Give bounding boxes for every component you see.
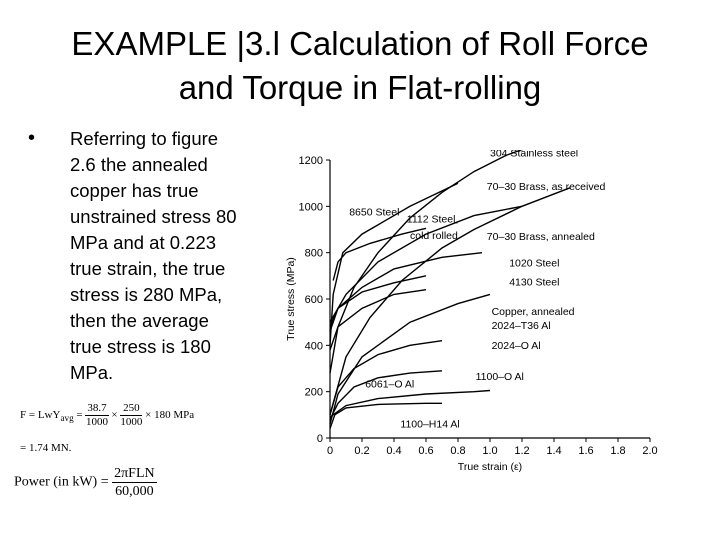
series-70-30-brass-as-received-line: [329, 205, 523, 323]
bullet-line: stress is 280 MPa,: [70, 284, 223, 305]
series-copper-annealed-line: [329, 293, 491, 425]
stress-strain-chart: 0 200 400 600 800 1000 1200 0 0.2 0.4 0.6 0.8 1.0 1.…: [285, 150, 658, 473]
fraction-2-numerator: 250: [120, 402, 143, 416]
slide-title-line-1: EXAMPLE |3.l Calculation of Roll Force: [71, 25, 649, 62]
power-fraction: 2πFLN 60,000: [112, 465, 157, 500]
fraction-2-denominator: 1000: [120, 416, 143, 428]
fraction-1-denominator: 1000: [86, 416, 109, 428]
x-axis-ticks: 0 0.2 0.4 0.6 0.8 1.0 1.2 1.4 1.6 1.8 2.0: [327, 438, 658, 457]
bullet-line: 2.6 the annealed: [70, 154, 208, 175]
x-tick-label: 1.4: [546, 445, 561, 457]
curve-label: 1112 Steel,: [407, 214, 459, 226]
force-tail: × 180 MPa: [142, 409, 195, 422]
y-axis-label: True stress (MPa): [285, 257, 297, 341]
y-tick-label: 600: [305, 294, 323, 306]
curve-label: 1100–H14 Al: [400, 419, 459, 431]
bullet-line: MPa.: [70, 362, 114, 383]
y-axis-ticks: 0 200 400 600 800 1000 1200: [299, 155, 330, 445]
series-1100-h14-al-line: [329, 402, 442, 429]
roll-force-formula: F = LwYavg = 38.7 1000 × 250 1000 × 180 MP…: [20, 402, 194, 429]
x-tick-label: 1.0: [482, 445, 497, 457]
x-axis-label: True strain (ε): [458, 461, 522, 473]
bullet-line: Referring to figure: [70, 128, 219, 149]
x-tick-label: 0.2: [354, 445, 369, 457]
chart-series: [329, 150, 571, 429]
slide-title: EXAMPLE |3.l Calculation of Roll Force a…: [20, 22, 700, 110]
series-70-30-brass-annealed-line: [329, 187, 571, 415]
series-8650-steel-line: [329, 182, 459, 346]
curve-label: 8650 Steel: [349, 207, 399, 219]
curve-label: 1100–O Al: [476, 371, 524, 383]
curve-label: cold rolled: [410, 230, 458, 242]
x-tick-label: 0.8: [450, 445, 465, 457]
bullet-line: MPa and at 0.223: [70, 232, 217, 253]
roll-force-result: = 1.74 MN.: [20, 442, 72, 454]
chart-axes: [329, 160, 650, 439]
y-tick-label: 1000: [299, 201, 323, 213]
curve-label: 6061–O Al: [365, 378, 414, 390]
bullet-line: unstrained stress 80: [70, 206, 237, 227]
x-tick-label: 0.4: [386, 445, 401, 457]
x-tick-label: 0.6: [418, 445, 433, 457]
bullet-line: true stress is 180: [70, 336, 211, 357]
curve-label: 70–30 Brass, as received: [487, 181, 606, 193]
x-tick-label: 1.8: [610, 445, 625, 457]
bullet-line: true strain, the true: [70, 258, 226, 279]
bullet-text: Referring to figure 2.6 the annealed cop…: [70, 126, 270, 386]
series-6061-o-al-line: [329, 370, 443, 420]
y-tick-label: 800: [305, 248, 323, 260]
force-equals: =: [73, 409, 86, 422]
y-tick-label: 0: [317, 433, 323, 445]
curve-label: 2024–O Al: [492, 340, 541, 352]
power-formula: Power (in kW) = 2πFLN 60,000: [14, 465, 157, 500]
chart-curve-labels: 304 Stainless steel 70–30 Brass, as recei…: [349, 150, 605, 431]
y-tick-label: 200: [305, 387, 323, 399]
x-tick-label: 1.6: [578, 445, 593, 457]
force-subscript: avg: [60, 413, 74, 424]
series-4130-steel-line: [329, 275, 427, 328]
series-2024-o-al-line: [329, 340, 443, 415]
bullet-marker: •: [28, 127, 36, 149]
x-tick-label: 2.0: [642, 445, 657, 457]
fraction-1-numerator: 38.7: [85, 402, 109, 416]
power-denominator: 60,000: [115, 484, 154, 499]
slide-title-line-2: and Torque in Flat-rolling: [178, 69, 542, 106]
curve-label: 2024–T36 Al: [492, 320, 551, 332]
curve-label: Copper, annealed: [492, 306, 575, 318]
force-lhs: F = LwY: [20, 409, 61, 422]
curve-label: 304 Stainless steel: [490, 150, 578, 160]
bullet-line: copper has true: [70, 180, 199, 201]
y-tick-label: 400: [305, 340, 323, 352]
series-304-stainless-steel-line: [329, 150, 523, 374]
curve-label: 1020 Steel: [509, 258, 559, 270]
curve-label: 4130 Steel: [509, 277, 559, 289]
bullet-line: then the average: [70, 310, 209, 331]
fraction-1: 38.7 1000: [85, 402, 109, 429]
power-lhs: Power (in kW) =: [14, 474, 113, 490]
times-sign: ×: [108, 409, 121, 422]
power-numerator: 2πFLN: [112, 466, 157, 483]
x-tick-label: 0: [327, 445, 333, 457]
series-1112-steel-cold-rolled-line: [332, 227, 427, 281]
curve-label: 70–30 Brass, annealed: [487, 231, 595, 243]
series-1100-o-al-line: [329, 389, 491, 418]
x-tick-label: 1.2: [514, 445, 529, 457]
fraction-2: 250 1000: [120, 402, 143, 429]
series-2024-t36-al-line: [329, 289, 427, 351]
y-tick-label: 1200: [299, 155, 323, 167]
